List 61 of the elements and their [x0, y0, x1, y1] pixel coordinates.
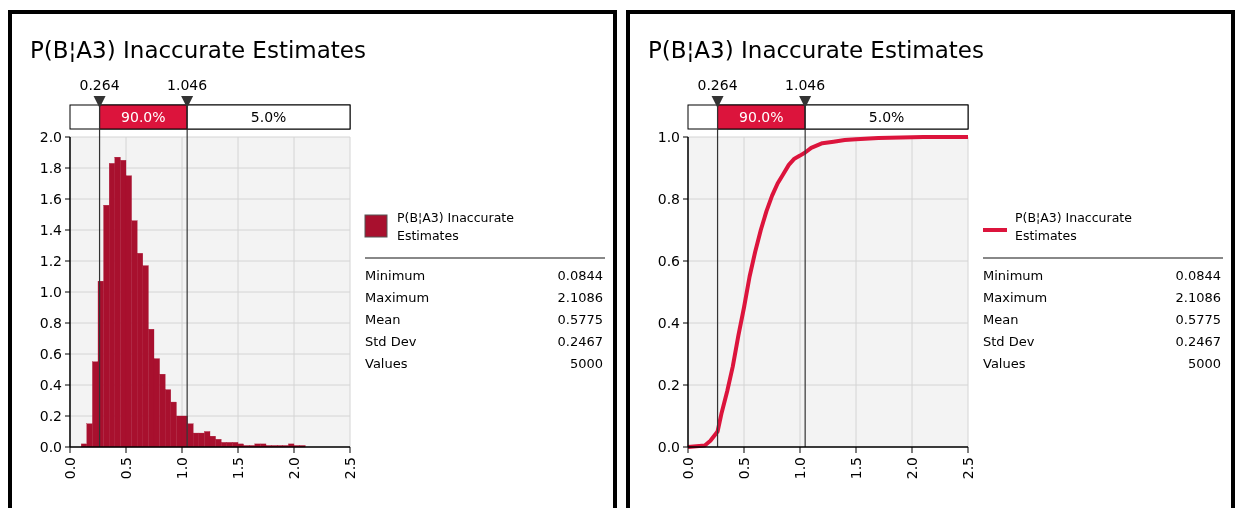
x-tick-label: 1.5	[848, 457, 864, 480]
legend-label: P(B¦A3) Inaccurate Estimates	[1015, 210, 1133, 243]
text: 90.0%	[739, 109, 784, 125]
text: 0.5775	[1175, 312, 1221, 327]
x-tick-label: 1.0	[174, 457, 190, 480]
legend-label: P(B¦A3) Inaccurate Estimates	[397, 210, 515, 243]
text: 0.0844	[1175, 268, 1221, 283]
text: 0.2467	[1175, 334, 1221, 349]
y-tick-label: 0.8	[39, 315, 62, 331]
x-tick-label: 2.0	[904, 457, 920, 480]
x-tick-label: 2.5	[342, 457, 358, 480]
text: Values	[365, 356, 408, 371]
text: 0.0844	[557, 268, 603, 283]
ref-line-label: 1.046	[785, 77, 826, 93]
text: Maximum	[983, 290, 1048, 305]
text: Minimum	[365, 268, 426, 283]
y-tick-label: 1.0	[657, 129, 680, 145]
text: Std Dev	[983, 334, 1035, 349]
y-tick-label: 0.4	[39, 377, 63, 393]
y-tick-label: 0.4	[657, 315, 681, 331]
y-tick-label: 0.6	[39, 346, 63, 362]
x-tick-label: 2.0	[286, 457, 302, 480]
text: 5000	[1187, 356, 1221, 371]
y-tick-label: 1.0	[39, 284, 62, 300]
y-tick-label: 1.2	[39, 253, 62, 269]
x-tick-label: 1.5	[230, 457, 246, 480]
text: 5.0%	[250, 109, 287, 125]
x-tick-label: 0.5	[118, 457, 134, 480]
x-tick-label: 0.0	[680, 457, 696, 480]
y-tick-label: 1.8	[39, 160, 62, 176]
text: 2.1086	[1175, 290, 1221, 305]
y-tick-label: 1.6	[39, 191, 63, 207]
x-tick-label: 2.5	[960, 457, 976, 480]
text: 0.5775	[557, 312, 603, 327]
ref-line-label: 0.264	[697, 77, 738, 93]
text: Mean	[365, 312, 401, 327]
text: Maximum	[365, 290, 430, 305]
y-tick-label: 1.4	[39, 222, 63, 238]
text: 90.0%	[121, 109, 166, 125]
x-tick-label: 0.5	[736, 457, 752, 480]
text: 2.1086	[557, 290, 603, 305]
x-tick-label: 0.0	[62, 457, 78, 480]
y-tick-label: 0.0	[657, 439, 680, 455]
chart-title: P(B¦A3) Inaccurate Estimates	[30, 37, 366, 63]
y-tick-label: 0.2	[39, 408, 62, 424]
chart-title: P(B¦A3) Inaccurate Estimates	[648, 37, 984, 63]
y-tick-label: 0.6	[657, 253, 681, 269]
ref-line-label: 1.046	[167, 77, 208, 93]
text: 5.0%	[868, 109, 905, 125]
y-tick-label: 0.2	[657, 377, 680, 393]
text: Mean	[983, 312, 1019, 327]
text: Values	[983, 356, 1026, 371]
text: 5000	[569, 356, 603, 371]
y-tick-label: 0.0	[39, 439, 62, 455]
text: Std Dev	[365, 334, 417, 349]
text: 0.2467	[557, 334, 603, 349]
text: Minimum	[983, 268, 1044, 283]
ref-line-label: 0.264	[79, 77, 120, 93]
y-tick-label: 0.8	[657, 191, 680, 207]
x-tick-label: 1.0	[792, 457, 808, 480]
y-tick-label: 2.0	[39, 129, 62, 145]
